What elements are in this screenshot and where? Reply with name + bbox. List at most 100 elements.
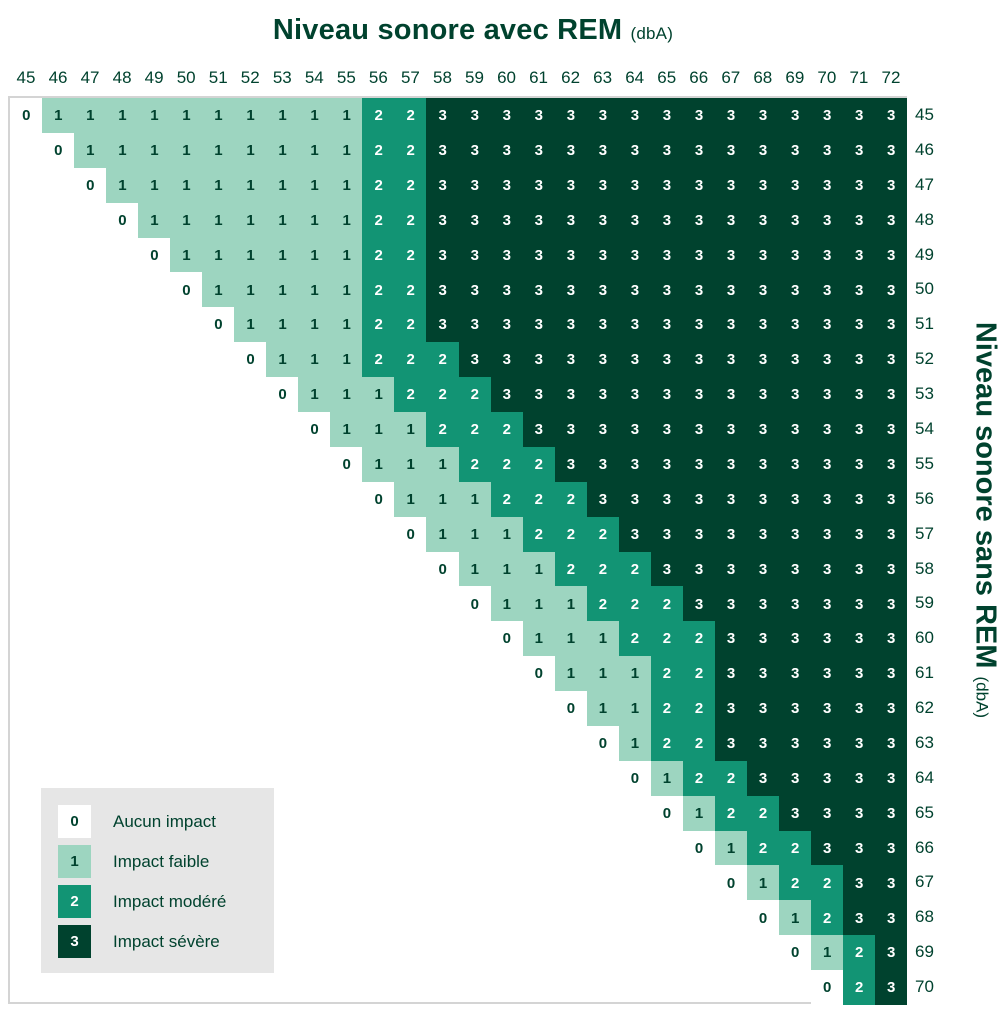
heatmap-cell: 2: [650, 691, 684, 727]
heatmap-cell: 3: [778, 795, 812, 832]
heatmap-cell: 1: [298, 307, 331, 343]
legend-swatch-3: 3: [58, 925, 91, 958]
heatmap-cell: 3: [746, 342, 780, 378]
heatmap-cell: 1: [234, 167, 267, 204]
y-tick-label: 56: [915, 488, 934, 508]
legend-label: Aucun impact: [113, 811, 216, 831]
heatmap-cell: 1: [458, 481, 492, 518]
heatmap-cell: 3: [810, 98, 844, 134]
x-tick-label: 47: [80, 68, 100, 87]
heatmap-cell: 3: [810, 481, 844, 518]
y-tick-label: 70: [915, 977, 934, 997]
y-tick-label: 54: [915, 418, 934, 438]
heatmap-cell: 1: [618, 656, 652, 692]
heatmap-cell: 2: [362, 167, 395, 204]
heatmap-cell: 3: [554, 132, 588, 169]
heatmap-cell: 2: [394, 167, 427, 204]
heatmap-cell: 1: [266, 342, 299, 378]
heatmap-cell: 3: [714, 132, 748, 169]
x-tick-label: 54: [304, 68, 324, 87]
heatmap-cell: 3: [426, 98, 459, 134]
legend-item-none: 0 Aucun impact: [58, 805, 216, 838]
heatmap-cell: 3: [490, 202, 524, 239]
heatmap-cell: 1: [234, 272, 267, 308]
heatmap-cell: 3: [874, 411, 908, 448]
heatmap-cell: 1: [106, 132, 139, 169]
heatmap-cell: 3: [714, 516, 748, 552]
heatmap-cell: 3: [714, 621, 748, 657]
heatmap-cell: 3: [458, 342, 492, 378]
heatmap-cell: 3: [586, 98, 620, 134]
heatmap-cell: 3: [842, 342, 876, 378]
x-tick-label: 65: [657, 68, 677, 87]
y-tick-label: 69: [915, 942, 934, 962]
heatmap-cell: 3: [778, 307, 812, 343]
heatmap-cell: 3: [810, 830, 844, 866]
heatmap-cell: 3: [682, 481, 716, 518]
heatmap-cell: 3: [714, 342, 748, 378]
heatmap-cell: 3: [554, 342, 588, 378]
y-tick-label: 53: [915, 384, 934, 404]
heatmap-cell: 2: [394, 377, 427, 413]
heatmap-cell: 1: [298, 237, 331, 273]
heatmap-cell: 3: [682, 98, 716, 134]
heatmap-cell: 2: [682, 725, 716, 762]
heatmap-cell: 3: [746, 98, 780, 134]
x-axis-title-main: Niveau sonore avec REM: [272, 14, 623, 46]
heatmap-cell: 3: [746, 411, 780, 448]
heatmap-cell: 3: [842, 725, 876, 762]
heatmap-cell: 3: [842, 900, 876, 936]
heatmap-cell: 3: [554, 98, 588, 134]
chart-frame: [8, 96, 907, 1004]
heatmap-cell: 2: [746, 830, 780, 866]
heatmap-cell: 3: [746, 551, 780, 587]
y-tick-label: 45: [915, 105, 934, 124]
heatmap-cell: 3: [426, 132, 459, 169]
heatmap-cell: 2: [394, 272, 427, 308]
heatmap-cell: 3: [650, 377, 684, 413]
heatmap-cell: 2: [618, 621, 652, 657]
heatmap-cell: 3: [650, 481, 684, 518]
heatmap-cell: 3: [586, 167, 620, 204]
heatmap-cell: 3: [682, 411, 716, 448]
heatmap-cell: 3: [618, 307, 652, 343]
heatmap-cell: 0: [586, 725, 620, 762]
heatmap-cell: 3: [874, 830, 908, 866]
heatmap-cell: 3: [682, 307, 716, 343]
heatmap-cell: 1: [650, 760, 684, 797]
heatmap-cell: 0: [778, 935, 812, 971]
x-tick-label: 62: [561, 68, 581, 87]
heatmap-cell: 1: [266, 272, 299, 308]
heatmap-cell: 3: [586, 342, 620, 378]
heatmap-cell: 3: [778, 132, 812, 169]
heatmap-cell: 3: [778, 237, 812, 273]
heatmap-cell: 3: [522, 202, 556, 239]
heatmap-cell: 3: [618, 516, 652, 552]
heatmap-cell: 0: [682, 830, 716, 866]
legend-swatch-1: 1: [58, 845, 91, 878]
x-tick-label: 55: [336, 68, 356, 87]
heatmap-cell: 3: [586, 202, 620, 239]
heatmap-cell: 1: [362, 411, 395, 448]
heatmap-cell: 0: [362, 481, 395, 518]
heatmap-cell: 2: [682, 621, 716, 657]
heatmap-cell: 3: [746, 725, 780, 762]
heatmap-cell: 2: [426, 377, 459, 413]
heatmap-cell: 2: [362, 202, 395, 239]
heatmap-cell: 3: [778, 481, 812, 518]
heatmap-cell: 2: [714, 795, 748, 832]
heatmap-cell: 3: [746, 272, 780, 308]
heatmap-cell: 3: [746, 167, 780, 204]
heatmap-cell: 3: [714, 237, 748, 273]
heatmap-cell: 3: [874, 98, 908, 134]
heatmap-cell: 3: [842, 586, 876, 622]
y-tick-label: 65: [915, 802, 934, 822]
heatmap-cell: 3: [682, 516, 716, 552]
x-tick-label: 61: [529, 68, 549, 87]
heatmap-cell: 2: [458, 377, 492, 413]
y-tick-label: 51: [915, 314, 934, 334]
y-tick-label: 68: [915, 907, 934, 927]
heatmap-cell: 0: [714, 865, 748, 901]
heatmap-cell: 3: [586, 377, 620, 413]
